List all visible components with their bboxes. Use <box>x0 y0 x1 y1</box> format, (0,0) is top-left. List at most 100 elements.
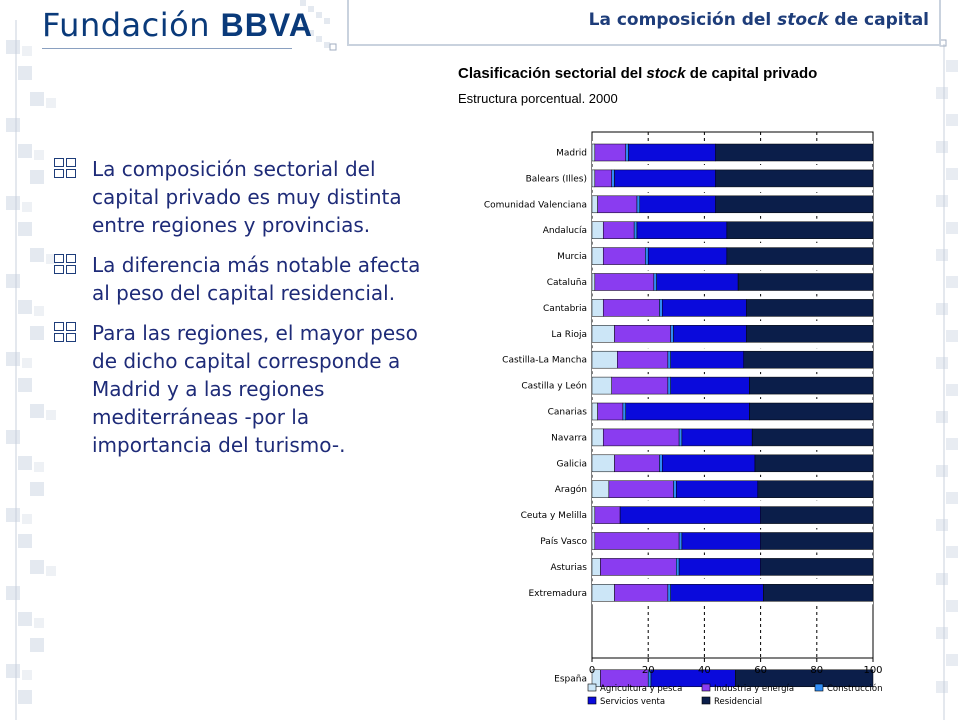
bar-segment <box>743 350 874 369</box>
category-label: Ceuta y Melilla <box>521 511 587 521</box>
slide-title-post: de capital <box>828 10 929 30</box>
bg-tile <box>936 303 948 315</box>
bar-segment <box>591 221 604 239</box>
legend-label: Residencial <box>714 697 762 707</box>
bar-segment <box>591 428 604 447</box>
category-label: Cataluña <box>547 278 587 288</box>
bar-segment <box>608 480 674 498</box>
bar-segment <box>656 273 739 291</box>
bar-segment <box>670 350 744 369</box>
bullet-item: La diferencia más notable afecta al peso… <box>54 251 426 307</box>
x-tick-label: 20 <box>642 665 655 676</box>
bg-tile <box>18 222 32 236</box>
bar-segment <box>746 325 874 343</box>
bar-segment <box>591 532 596 550</box>
bar-segment <box>653 273 657 291</box>
bar-segment <box>659 454 663 473</box>
bullet-text: La diferencia más notable afecta al peso… <box>92 253 421 305</box>
x-tick-label: 100 <box>863 665 882 676</box>
bg-tile <box>18 66 32 80</box>
bg-tile <box>30 326 44 340</box>
category-label: Navarra <box>551 433 587 443</box>
bg-tile <box>6 40 20 54</box>
bg-tile <box>30 404 44 418</box>
bg-tile <box>936 465 948 477</box>
fundacion-bbva-logo: Fundación BBVA <box>42 6 313 44</box>
bar-segment <box>754 454 874 473</box>
x-tick-label: 40 <box>698 665 711 676</box>
bar-segment <box>625 143 629 162</box>
stacked-bar-chart: Clasificación sectorial del stock de cap… <box>458 65 883 707</box>
bar-segment <box>591 169 596 188</box>
bar-segment <box>597 402 624 421</box>
bg-tile <box>300 0 306 6</box>
bg-tile <box>308 30 314 36</box>
bar-segment <box>591 584 615 602</box>
bg-tile <box>946 654 958 666</box>
bar-segment <box>594 273 655 291</box>
bg-tile <box>936 357 948 369</box>
category-label: Cantabria <box>543 304 587 314</box>
x-tick-label: 60 <box>754 665 767 676</box>
bar-segment <box>636 221 728 239</box>
bg-tile <box>6 586 20 600</box>
bg-tile <box>30 170 44 184</box>
bar-segment <box>760 558 874 576</box>
bar-segment <box>735 669 874 688</box>
chart-title: Clasificación sectorial del stock de cap… <box>458 65 817 82</box>
bg-tile <box>6 352 20 366</box>
bar-segment <box>670 325 674 343</box>
category-label: España <box>554 674 587 684</box>
slide-title-em: stock <box>777 10 829 30</box>
bar-segment <box>591 247 604 265</box>
bar-segment <box>591 143 596 162</box>
bg-tile <box>18 300 32 314</box>
category-label: Extremadura <box>529 589 588 599</box>
bg-tile <box>30 248 44 262</box>
bg-tile <box>946 492 958 504</box>
category-label: Castilla-La Mancha <box>502 356 587 366</box>
bar-segment <box>676 558 680 576</box>
bar-segment <box>591 376 612 395</box>
bar-segment <box>591 402 598 421</box>
bar-segment <box>617 350 669 369</box>
bar-segment <box>726 247 874 265</box>
bg-tile <box>18 456 32 470</box>
legend-label: Agricultura y pesca <box>600 684 682 694</box>
bar-segment <box>602 221 635 239</box>
bar-segment <box>749 402 874 421</box>
bar-segment <box>619 506 761 524</box>
legend-swatch <box>587 696 597 705</box>
slide-title: La composición del stock de capital <box>589 10 929 30</box>
bg-tile <box>936 681 948 693</box>
bar-segment <box>667 376 671 395</box>
bar-segment <box>746 299 874 317</box>
bar-segment <box>645 247 649 265</box>
bg-tile <box>936 627 948 639</box>
bg-tile <box>946 330 958 342</box>
logo-text: Fundación <box>42 6 210 44</box>
bar-segment <box>760 532 874 550</box>
legend-label: Construcción <box>827 683 882 694</box>
bg-tile <box>18 144 32 158</box>
legend-swatch <box>701 683 711 692</box>
bar-segment <box>670 376 750 395</box>
bar-segment <box>602 299 660 317</box>
slide-title-box: La composición del stock de capital <box>347 0 941 46</box>
bar-segment <box>591 454 615 473</box>
bar-segment <box>591 506 596 524</box>
bar-segment <box>678 428 683 447</box>
bar-segment <box>667 584 671 602</box>
bg-tile <box>936 249 948 261</box>
bg-tile <box>946 222 958 234</box>
chart-title-em: stock <box>646 65 686 82</box>
bg-tile <box>936 519 948 531</box>
bg-tile <box>22 202 32 212</box>
slide-title-pre: La composición del <box>588 10 778 30</box>
bar-segment <box>591 325 615 343</box>
bg-tile <box>6 508 20 522</box>
bullet-text: La composición sectorial del capital pri… <box>92 157 402 237</box>
bg-tile <box>30 638 44 652</box>
bar-segment <box>625 402 750 421</box>
